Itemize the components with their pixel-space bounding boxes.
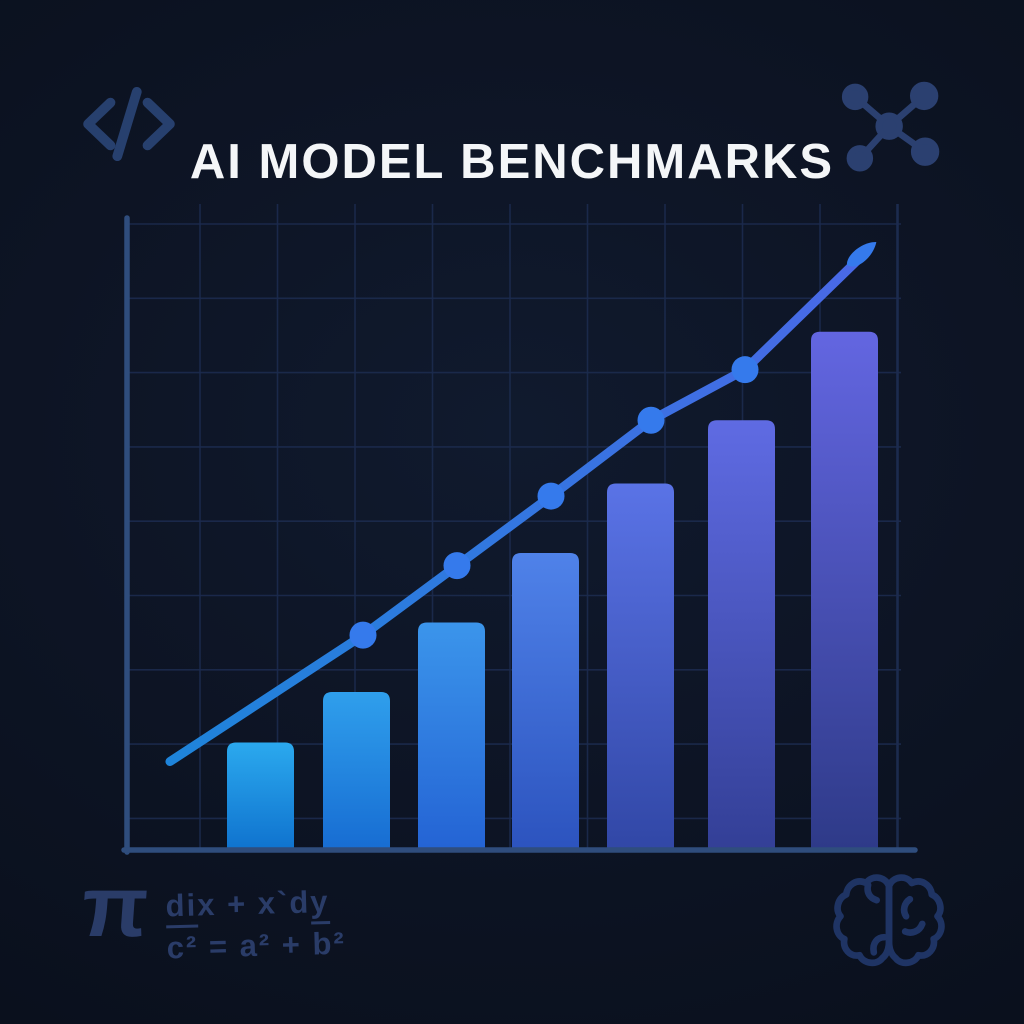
pi-symbol: π bbox=[78, 859, 152, 955]
trend-dot-3 bbox=[537, 482, 565, 510]
formula-line-1: dix + x`dy bbox=[165, 884, 345, 929]
axes bbox=[121, 215, 918, 855]
bar-4 bbox=[512, 552, 579, 851]
trend-dot-4 bbox=[637, 406, 665, 434]
bar-1 bbox=[227, 742, 294, 851]
brain-fold bbox=[901, 920, 926, 936]
page-title: AI MODEL BENCHMARKS bbox=[189, 134, 835, 189]
code-left-chevron bbox=[83, 97, 116, 151]
bar-7 bbox=[811, 331, 878, 851]
bar-5 bbox=[607, 483, 674, 851]
bar-2 bbox=[323, 692, 390, 851]
trend-dot-2 bbox=[443, 552, 471, 580]
network-node bbox=[909, 81, 939, 111]
brain-fold bbox=[900, 895, 914, 920]
trend-dot-1 bbox=[349, 621, 377, 649]
network-node bbox=[841, 83, 869, 111]
bar-6 bbox=[708, 420, 775, 851]
code-right-chevron bbox=[142, 97, 175, 151]
formula-block: dix + x`dy c² = a² + b² bbox=[165, 870, 346, 967]
network-nodes-icon bbox=[841, 81, 940, 172]
network-node-center bbox=[875, 112, 903, 140]
brain-fold bbox=[864, 881, 880, 904]
formula-frag: x + x`d bbox=[196, 884, 311, 923]
brain-icon bbox=[833, 874, 945, 967]
trend-dots bbox=[349, 356, 759, 649]
formula-frag: y bbox=[310, 884, 330, 925]
network-node bbox=[846, 145, 874, 172]
formula-frag: di bbox=[165, 887, 198, 929]
network-node bbox=[910, 137, 940, 166]
code-brackets-icon bbox=[83, 86, 175, 162]
brain-fold bbox=[870, 933, 888, 956]
trend-dot-5 bbox=[731, 356, 759, 384]
brain-right-hemisphere bbox=[885, 874, 945, 967]
math-doodle: π dix + x`dy c² = a² + b² bbox=[78, 859, 346, 967]
bar-series bbox=[227, 331, 878, 851]
code-slash bbox=[112, 86, 142, 162]
formula-line-2: c² = a² + b² bbox=[166, 925, 347, 966]
trend-arrowhead bbox=[847, 241, 877, 267]
bar-3 bbox=[418, 622, 485, 851]
brain-left-hemisphere bbox=[833, 874, 893, 967]
